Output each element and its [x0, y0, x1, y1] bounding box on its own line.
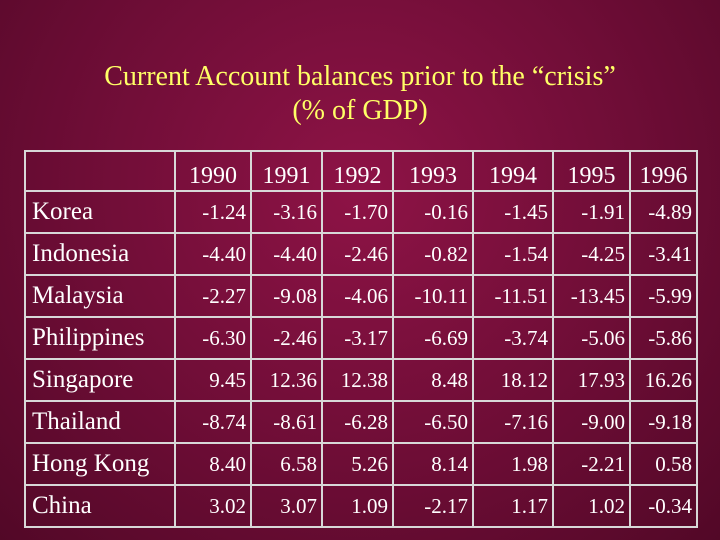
table-row: Thailand -8.74 -8.61 -6.28 -6.50 -7.16 -… [24, 400, 698, 444]
value-cell: -1.24 [174, 190, 252, 234]
value-cell: -2.21 [552, 442, 631, 486]
year-header: 1991 [250, 150, 323, 192]
value-cell: 12.36 [250, 358, 323, 402]
title-line-2: (% of GDP) [292, 95, 428, 126]
year-header: 1996 [629, 150, 698, 192]
value-cell: 18.12 [472, 358, 554, 402]
value-cell: -4.06 [321, 274, 394, 318]
value-cell: 0.58 [629, 442, 698, 486]
value-cell: 8.40 [174, 442, 252, 486]
country-name: Indonesia [24, 232, 176, 276]
value-cell: -3.41 [629, 232, 698, 276]
country-name: Malaysia [24, 274, 176, 318]
value-cell: -5.06 [552, 316, 631, 360]
value-cell: -5.86 [629, 316, 698, 360]
year-header: 1992 [321, 150, 394, 192]
value-cell: -1.54 [472, 232, 554, 276]
value-cell: 6.58 [250, 442, 323, 486]
current-account-table: 1990 1991 1992 1993 1994 1995 1996 Korea… [24, 150, 698, 528]
table-row: Indonesia -4.40 -4.40 -2.46 -0.82 -1.54 … [24, 232, 698, 276]
value-cell: -6.30 [174, 316, 252, 360]
value-cell: -5.99 [629, 274, 698, 318]
year-header: 1995 [552, 150, 631, 192]
value-cell: -10.11 [392, 274, 474, 318]
value-cell: 1.09 [321, 484, 394, 528]
value-cell: 8.48 [392, 358, 474, 402]
value-cell: -4.89 [629, 190, 698, 234]
value-cell: -9.18 [629, 400, 698, 444]
value-cell: -2.17 [392, 484, 474, 528]
year-header: 1994 [472, 150, 554, 192]
value-cell: 1.98 [472, 442, 554, 486]
country-name: Singapore [24, 358, 176, 402]
value-cell: 12.38 [321, 358, 394, 402]
year-header: 1993 [392, 150, 474, 192]
value-cell: -3.16 [250, 190, 323, 234]
header-blank-cell [24, 150, 176, 192]
value-cell: -0.34 [629, 484, 698, 528]
value-cell: -2.46 [250, 316, 323, 360]
value-cell: 8.14 [392, 442, 474, 486]
value-cell: -6.28 [321, 400, 394, 444]
title-line-1: Current Account balances prior to the “c… [104, 61, 616, 92]
country-name: Hong Kong [24, 442, 176, 486]
value-cell: -3.17 [321, 316, 394, 360]
table-row: Philippines -6.30 -2.46 -3.17 -6.69 -3.7… [24, 316, 698, 360]
table-row: Hong Kong 8.40 6.58 5.26 8.14 1.98 -2.21… [24, 442, 698, 486]
value-cell: 3.02 [174, 484, 252, 528]
value-cell: -8.61 [250, 400, 323, 444]
value-cell: -11.51 [472, 274, 554, 318]
value-cell: 1.17 [472, 484, 554, 528]
value-cell: -13.45 [552, 274, 631, 318]
value-cell: -0.16 [392, 190, 474, 234]
table-row: China 3.02 3.07 1.09 -2.17 1.17 1.02 -0.… [24, 484, 698, 528]
value-cell: -6.69 [392, 316, 474, 360]
value-cell: -1.91 [552, 190, 631, 234]
value-cell: 3.07 [250, 484, 323, 528]
value-cell: -2.27 [174, 274, 252, 318]
country-name: Philippines [24, 316, 176, 360]
value-cell: 5.26 [321, 442, 394, 486]
value-cell: 17.93 [552, 358, 631, 402]
value-cell: -4.25 [552, 232, 631, 276]
value-cell: -2.46 [321, 232, 394, 276]
value-cell: 9.45 [174, 358, 252, 402]
value-cell: -1.45 [472, 190, 554, 234]
country-name: Korea [24, 190, 176, 234]
value-cell: 16.26 [629, 358, 698, 402]
value-cell: -9.00 [552, 400, 631, 444]
table-row: Malaysia -2.27 -9.08 -4.06 -10.11 -11.51… [24, 274, 698, 318]
value-cell: -4.40 [250, 232, 323, 276]
slide-title: Current Account balances prior to the “c… [0, 60, 720, 128]
table-row: Singapore 9.45 12.36 12.38 8.48 18.12 17… [24, 358, 698, 402]
value-cell: -8.74 [174, 400, 252, 444]
country-name: Thailand [24, 400, 176, 444]
value-cell: 1.02 [552, 484, 631, 528]
value-cell: -3.74 [472, 316, 554, 360]
table-row: Korea -1.24 -3.16 -1.70 -0.16 -1.45 -1.9… [24, 190, 698, 234]
year-header: 1990 [174, 150, 252, 192]
value-cell: -0.82 [392, 232, 474, 276]
value-cell: -1.70 [321, 190, 394, 234]
value-cell: -4.40 [174, 232, 252, 276]
country-name: China [24, 484, 176, 528]
header-row: 1990 1991 1992 1993 1994 1995 1996 [24, 150, 698, 192]
value-cell: -9.08 [250, 274, 323, 318]
value-cell: -6.50 [392, 400, 474, 444]
value-cell: -7.16 [472, 400, 554, 444]
